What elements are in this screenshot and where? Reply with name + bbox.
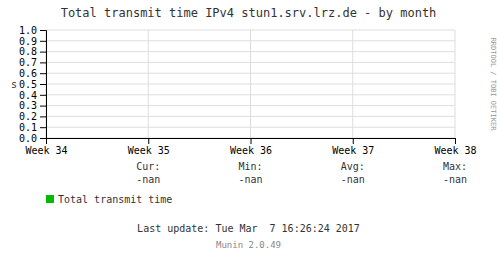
tick: 0.4	[19, 90, 46, 101]
tick-mark	[46, 138, 47, 144]
tick-label: 0.5	[19, 79, 37, 90]
tick-mark	[40, 52, 46, 53]
annotation: Last update: Tue Mar 7 16:26:24 2017	[137, 223, 360, 234]
stat-value: -nan	[238, 174, 262, 185]
legend: Total transmit time	[46, 194, 172, 205]
tick-mark	[40, 127, 46, 128]
tick: Week 34	[25, 138, 67, 156]
tick-mark	[40, 138, 46, 139]
legend-label: Total transmit time	[58, 194, 172, 205]
chart: Total transmit time IPv4 stun1.srv.lrz.d…	[0, 0, 497, 275]
tick: 0.6	[19, 68, 46, 79]
stat-label: Cur:	[136, 161, 160, 172]
grid-line	[250, 30, 251, 138]
tick-mark	[40, 116, 46, 117]
tick-mark	[251, 138, 252, 144]
tick-label: 0.3	[19, 100, 37, 111]
tick: 1.0	[19, 25, 46, 36]
tick: 0.0	[19, 133, 46, 144]
tick-mark	[40, 84, 46, 85]
tick-mark	[40, 30, 46, 31]
tick-mark	[40, 62, 46, 63]
grid-line	[352, 30, 353, 138]
legend-swatch	[46, 195, 54, 203]
y-axis-title: s	[11, 79, 17, 90]
tick-label: 0.1	[19, 122, 37, 133]
tick-mark	[455, 138, 456, 144]
tick-label: 0.7	[19, 57, 37, 68]
stat-value: -nan	[341, 174, 365, 185]
stat-label: Min:	[238, 161, 262, 172]
tick-label: Week 34	[25, 145, 67, 156]
tick: Week 37	[332, 138, 374, 156]
grid-line	[148, 30, 149, 138]
annotation: Munin 2.0.49	[216, 240, 281, 250]
tick: 0.8	[19, 46, 46, 57]
x-axis: Week 34 Week 35 Week 36 Week 37 Week 38	[25, 138, 476, 156]
tick-label: 0.4	[19, 90, 37, 101]
watermark: RRDTOOL / TOBI OETIKER	[489, 38, 497, 132]
tick: 0.5	[19, 79, 46, 90]
tick-label: Week 35	[128, 145, 170, 156]
axis-line	[40, 31, 47, 139]
stat-label: Avg:	[341, 161, 365, 172]
tick-mark	[40, 41, 46, 42]
tick-label: Week 36	[230, 145, 272, 156]
tick-mark	[40, 73, 46, 74]
tick: 0.3	[19, 100, 46, 111]
title: Total transmit time IPv4 stun1.srv.lrz.d…	[61, 6, 437, 20]
tick: 0.1	[19, 122, 46, 133]
grid	[46, 30, 455, 138]
stat-value: -nan	[443, 174, 467, 185]
tick-mark	[353, 138, 354, 144]
y-axis: 0.00.10.20.30.40.50.60.70.80.91.0	[19, 25, 47, 144]
tick: Week 36	[230, 138, 272, 156]
tick-mark	[40, 95, 46, 96]
tick-label: 0.8	[19, 46, 37, 57]
axis-line	[47, 139, 456, 145]
tick-label: Week 37	[332, 145, 374, 156]
tick-mark	[40, 106, 46, 107]
tick-label: 1.0	[19, 25, 37, 36]
tick: 0.9	[19, 36, 46, 47]
tick: Week 35	[128, 138, 170, 156]
tick: Week 38	[434, 138, 476, 156]
tick-label: 0.0	[19, 133, 37, 144]
tick-mark	[148, 138, 149, 144]
tick-label: 0.6	[19, 68, 37, 79]
grid-line	[455, 30, 456, 138]
tick-label: 0.2	[19, 111, 37, 122]
tick-label: Week 38	[434, 145, 476, 156]
stat-value: -nan	[136, 174, 160, 185]
tick-label: 0.9	[19, 36, 37, 47]
tick: 0.2	[19, 111, 46, 122]
stat-label: Max:	[443, 161, 467, 172]
tick: 0.7	[19, 57, 46, 68]
